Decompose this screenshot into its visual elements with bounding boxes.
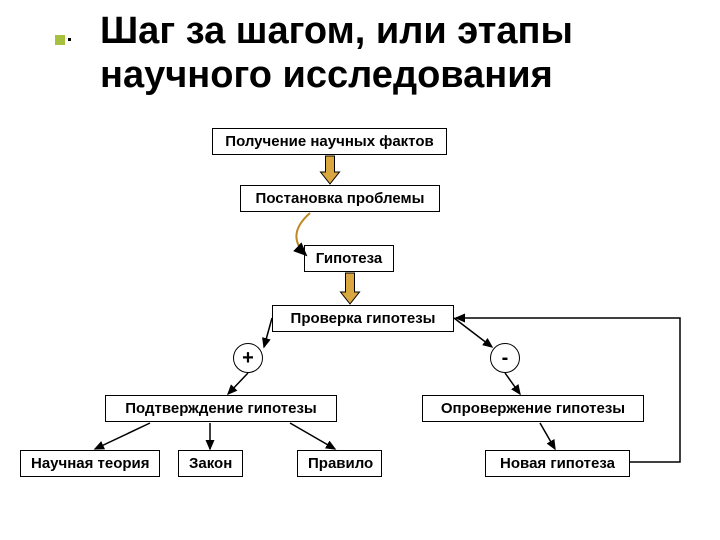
node-check: Проверка гипотезы — [272, 305, 454, 332]
node-facts: Получение научных фактов — [212, 128, 447, 155]
node-rule: Правило — [297, 450, 382, 477]
node-minus: - — [490, 343, 520, 373]
node-hypothesis: Гипотеза — [304, 245, 394, 272]
node-refute: Опровержение гипотезы — [422, 395, 644, 422]
node-plus: + — [233, 343, 263, 373]
node-problem: Постановка проблемы — [240, 185, 440, 212]
node-confirm: Подтверждение гипотезы — [105, 395, 337, 422]
node-law: Закон — [178, 450, 243, 477]
bullet-icon — [55, 35, 65, 45]
node-newhyp: Новая гипотеза — [485, 450, 630, 477]
node-theory: Научная теория — [20, 450, 160, 477]
page-title: Шаг за шагом, или этапы научного исследо… — [100, 10, 680, 97]
